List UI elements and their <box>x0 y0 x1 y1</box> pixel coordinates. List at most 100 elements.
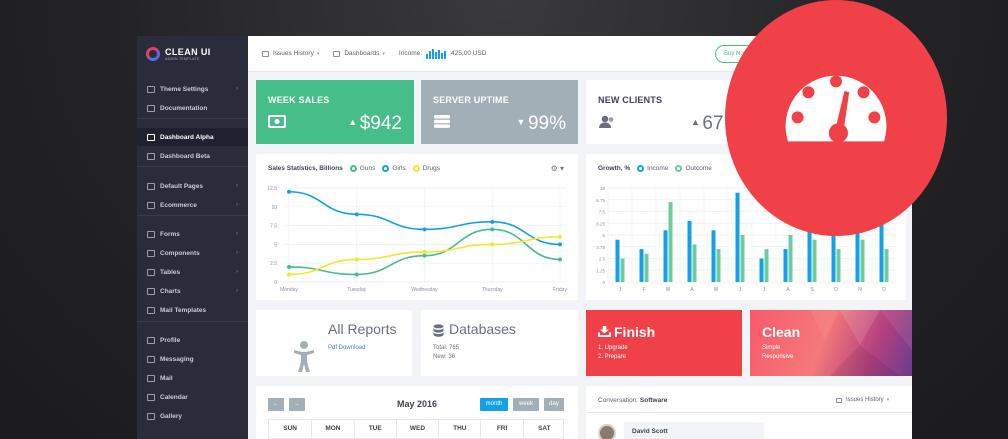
data-point-girls <box>490 219 495 224</box>
y-tick-label: 2.5 <box>270 261 277 267</box>
home-icon <box>147 152 155 160</box>
week-sales-title: WEEK SALES <box>268 95 330 105</box>
x-tick-label: Tuesday <box>347 287 366 293</box>
sidebar-item-documentation[interactable]: Documentation <box>137 99 248 117</box>
x-tick-label: Wednesday <box>411 287 438 293</box>
calendar-day-thu: THU <box>438 420 480 438</box>
sidebar-item-theme-settings[interactable]: Theme Settings › <box>137 80 248 98</box>
x-tick-label: A <box>786 287 790 293</box>
bar-income <box>879 202 884 282</box>
y-tick-label: 8.75 <box>596 198 605 203</box>
bar-outcome <box>740 235 745 282</box>
legend-drugs-marker <box>412 165 420 172</box>
clean-item-responsive: Responsive <box>762 354 794 360</box>
prev-month-button[interactable]: ← <box>268 398 284 411</box>
sidebar-item-label: Calendar <box>160 393 188 401</box>
sidebar-item-profile[interactable]: Profile <box>137 331 248 349</box>
finish-item-prepare: 2. Prepare <box>598 354 627 360</box>
data-point-drugs <box>558 234 562 239</box>
bar-income <box>639 249 644 282</box>
sidebar-item-label: Documentation <box>160 104 208 112</box>
calendar-day-tue: TUE <box>353 420 396 438</box>
bar-income <box>783 249 788 282</box>
sidebar-item-label: Messaging <box>160 355 194 363</box>
databases-total: Total: 765 <box>433 345 460 351</box>
sidebar: CLEAN UI ADMIN TEMPLATE Theme Settings › D… <box>137 36 248 439</box>
x-tick-label: J <box>739 287 742 293</box>
legend-guns[interactable]: Guns <box>349 165 375 172</box>
sidebar-item-forms[interactable]: Forms › <box>137 225 248 243</box>
dashboards-dropdown[interactable]: Dashboards ▾ <box>333 50 385 57</box>
sidebar-item-gallery[interactable]: Gallery <box>137 407 248 425</box>
pdf-download-link[interactable]: Pdf Download <box>328 345 366 351</box>
x-tick-label: Friday <box>553 287 567 293</box>
speedometer-icon <box>785 75 887 143</box>
week-sales-card: WEEK SALES ▲ $942 <box>256 80 414 144</box>
x-tick-label: O <box>834 287 838 293</box>
legend-income[interactable]: Income <box>637 165 668 172</box>
chevron-right-icon: › <box>236 202 238 208</box>
sidebar-item-components[interactable]: Components › <box>137 244 248 262</box>
server-icon <box>434 115 450 128</box>
bar-outcome <box>620 258 625 282</box>
y-tick-label: 2.5 <box>599 257 606 262</box>
sidebar-item-mail-templates[interactable]: Mail Templates <box>137 301 248 319</box>
sidebar-divider <box>137 118 248 119</box>
logo[interactable]: CLEAN UI ADMIN TEMPLATE <box>137 36 248 72</box>
clean-item-simple: Simple <box>762 345 781 351</box>
sidebar-item-messaging[interactable]: Messaging <box>137 350 248 368</box>
sidebar-item-tables[interactable]: Tables › <box>137 263 248 281</box>
x-tick-label: D <box>882 287 886 293</box>
message-icon <box>147 355 155 363</box>
view-week-button[interactable]: week <box>513 398 539 411</box>
finish-card[interactable]: Finish 1. Upgrade 2. Prepare <box>586 310 742 376</box>
pages-icon <box>147 182 155 190</box>
sidebar-item-label: Charts <box>160 287 181 295</box>
sidebar-item-charts[interactable]: Charts › <box>137 282 248 300</box>
legend-outcome-marker <box>675 165 683 172</box>
y-tick-label: 12.5 <box>267 186 277 192</box>
legend-girls[interactable]: Girls <box>382 165 406 172</box>
bar-outcome <box>812 239 817 282</box>
sales-chart-title: Sales Statistics, Billions <box>268 165 343 172</box>
calendar-day-fri: FRI <box>480 420 522 438</box>
gallery-icon <box>147 412 155 420</box>
issues-history-dropdown[interactable]: Issues History ▾ <box>262 50 319 57</box>
sidebar-item-dashboard-alpha[interactable]: Dashboard Alpha <box>137 128 248 146</box>
conversation-history-dropdown[interactable]: Issues History ▾ <box>836 397 889 403</box>
sidebar-item-label: Tables <box>160 268 181 276</box>
databases-card[interactable]: Databases Total: 765 New: 36 <box>421 310 578 376</box>
all-reports-title: All Reports <box>328 321 397 337</box>
users-icon <box>599 115 614 128</box>
data-point-girls <box>354 212 359 217</box>
view-month-button[interactable]: month <box>480 398 508 411</box>
server-uptime-card: SERVER UPTIME ▼ 99% <box>421 80 578 144</box>
sidebar-item-default-pages[interactable]: Default Pages › <box>137 177 248 195</box>
home-icon <box>147 133 155 141</box>
all-reports-card[interactable]: All Reports Pdf Download <box>256 310 412 376</box>
legend-drugs[interactable]: Drugs <box>412 165 440 172</box>
server-uptime-title: SERVER UPTIME <box>433 95 509 105</box>
bar-outcome <box>692 244 697 282</box>
sales-line-chart: 0 2.5 5 7.5 10 12.5 Monday Tuesday Wednesday Thur… <box>267 186 567 293</box>
view-day-button[interactable]: day <box>544 398 564 411</box>
x-tick-label: M <box>714 287 718 293</box>
sidebar-item-ecommerce[interactable]: Ecommerce › <box>137 196 248 214</box>
legend-outcome[interactable]: Outcome <box>675 165 712 172</box>
calendar-day-wed: WED <box>395 420 438 438</box>
logo-icon <box>146 47 160 61</box>
sidebar-item-label: Forms <box>160 230 180 238</box>
sidebar-item-mail[interactable]: Mail <box>137 369 248 387</box>
next-month-button[interactable]: → <box>289 398 305 411</box>
sidebar-item-calendar[interactable]: Calendar <box>137 388 248 406</box>
sidebar-item-label: Theme Settings <box>160 85 209 93</box>
new-clients-title: NEW CLIENTS <box>598 95 663 105</box>
calendar-day-mon: MON <box>311 420 353 438</box>
chart-settings-icon[interactable]: ⚙ ▾ <box>550 164 564 173</box>
sidebar-item-label: Dashboard Alpha <box>160 133 214 141</box>
clean-card[interactable]: Clean Simple Responsive <box>750 310 912 376</box>
avatar[interactable] <box>598 424 616 439</box>
clean-card-pattern <box>810 310 912 376</box>
sidebar-item-dashboard-beta[interactable]: Dashboard Beta <box>137 147 248 165</box>
bar-income <box>663 230 668 282</box>
